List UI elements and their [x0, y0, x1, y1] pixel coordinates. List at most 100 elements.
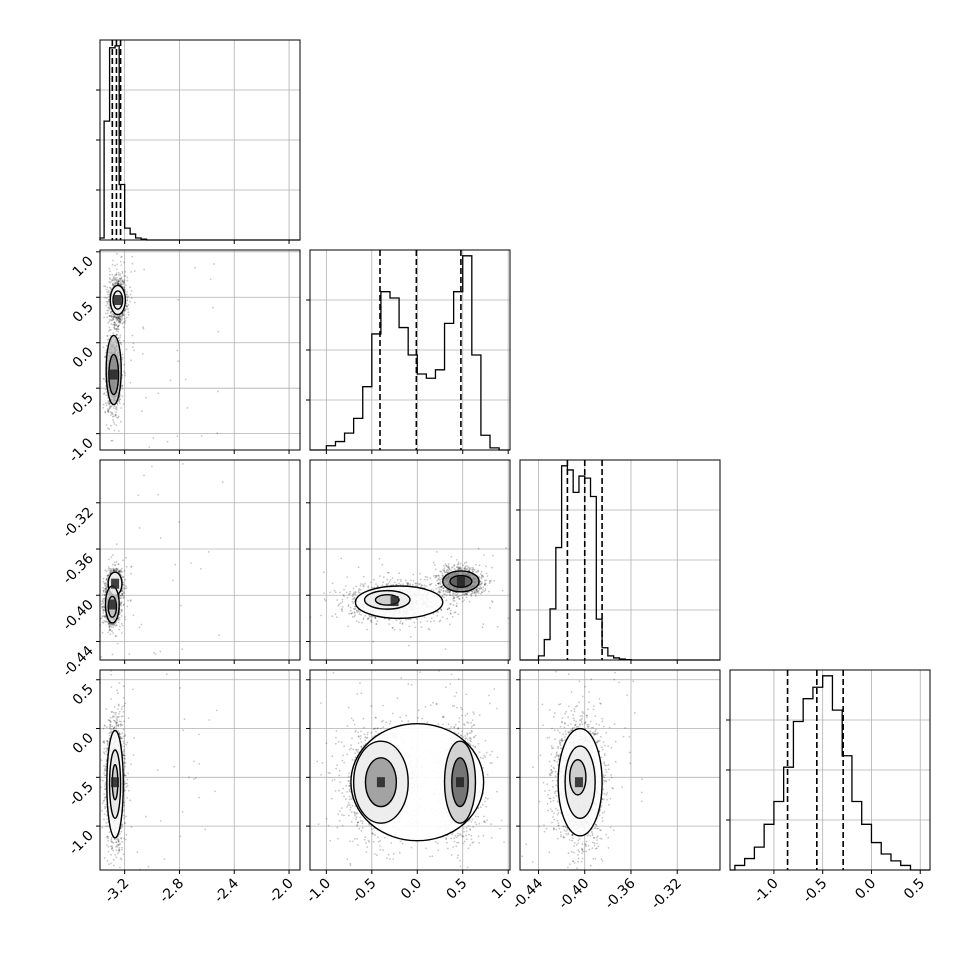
scatter-point: [113, 276, 116, 279]
scatter-point: [109, 287, 112, 289]
scatter-point: [102, 611, 105, 614]
scatter-point: [341, 610, 344, 612]
scatter-point: [107, 568, 110, 570]
scatter-point: [108, 326, 111, 329]
scatter-point: [126, 305, 129, 308]
scatter-point: [117, 283, 120, 285]
scatter-point: [142, 327, 145, 330]
scatter-point: [109, 270, 111, 273]
scatter-point: [355, 610, 358, 612]
scatter-point: [419, 578, 422, 581]
scatter-point: [121, 315, 123, 318]
scatter-point: [121, 314, 124, 317]
scatter-point: [113, 624, 116, 626]
scatter-point: [93, 414, 95, 416]
scatter-point: [117, 273, 120, 276]
scatter-point: [176, 435, 179, 437]
scatter-point: [107, 624, 110, 626]
scatter-point: [115, 624, 118, 627]
scatter-point: [116, 318, 119, 320]
scatter-point: [115, 268, 118, 271]
scatter-point: [221, 481, 224, 484]
scatter-point: [118, 315, 121, 317]
scatter-point: [110, 315, 113, 318]
scatter-point: [104, 388, 107, 391]
scatter-point: [113, 323, 116, 326]
scatter-point: [103, 393, 105, 395]
scatter-point: [122, 286, 125, 289]
histogram-step: [99, 45, 300, 241]
scatter-point: [424, 575, 427, 578]
scatter-point: [103, 582, 106, 585]
scatter-point: [116, 642, 119, 645]
scatter-point: [118, 398, 121, 400]
scatter-point: [115, 316, 117, 318]
scatter-point: [118, 320, 121, 322]
scatter-point: [117, 320, 120, 323]
scatter-point: [470, 567, 472, 569]
scatter-point: [429, 583, 431, 586]
scatter-point: [109, 628, 111, 630]
scatter-point: [108, 281, 111, 283]
scatter-point: [331, 582, 334, 585]
scatter-point: [466, 593, 468, 595]
histogram-step: [730, 675, 930, 871]
scatter-point: [113, 328, 116, 330]
scatter-point: [110, 411, 113, 414]
scatter-point: [123, 588, 126, 590]
scatter-point: [446, 608, 449, 611]
scatter-point: [121, 282, 123, 285]
scatter-point: [113, 405, 116, 407]
scatter-point: [113, 569, 116, 572]
scatter-point: [353, 608, 356, 610]
scatter-point: [114, 277, 117, 280]
scatter-point: [329, 591, 332, 594]
scatter-point: [112, 569, 115, 572]
scatter-point: [112, 421, 115, 424]
scatter-point: [103, 616, 106, 618]
scatter-point: [117, 283, 120, 286]
scatter-point: [113, 569, 115, 572]
scatter-point: [116, 277, 118, 279]
scatter-point: [126, 276, 129, 279]
scatter-point: [117, 316, 120, 319]
scatter-point: [157, 392, 160, 395]
scatter-point: [369, 581, 372, 584]
scatter-point: [113, 326, 116, 329]
scatter-point: [121, 353, 124, 356]
scatter-point: [115, 411, 117, 414]
scatter-point: [119, 569, 122, 571]
scatter-point: [109, 624, 112, 627]
scatter-point: [101, 600, 104, 603]
scatter-point: [105, 588, 107, 590]
scatter-point: [125, 307, 127, 310]
scatter-point: [104, 615, 107, 618]
scatter-point: [104, 356, 106, 359]
scatter-point: [109, 312, 112, 315]
scatter-point: [118, 611, 121, 614]
scatter-point: [108, 629, 111, 632]
scatter-point: [119, 282, 122, 285]
scatter-point: [110, 288, 112, 291]
scatter-point: [115, 408, 118, 411]
scatter-point: [113, 278, 116, 281]
scatter-point: [347, 604, 350, 606]
scatter-point: [116, 316, 118, 319]
scatter-point: [121, 384, 123, 387]
scatter-point: [114, 283, 117, 286]
scatter-point: [102, 580, 105, 583]
scatter-point: [123, 570, 126, 572]
scatter-point: [126, 299, 129, 302]
scatter-point: [143, 474, 145, 477]
y-tick-label: -0.44: [60, 643, 97, 680]
scatter-point: [102, 609, 105, 611]
scatter-point: [121, 280, 124, 283]
scatter-point: [117, 325, 119, 328]
scatter-point: [108, 622, 110, 624]
scatter-point: [102, 577, 105, 580]
scatter-point: [124, 618, 127, 621]
scatter-point: [106, 586, 108, 588]
scatter-point: [119, 322, 122, 325]
scatter-point: [103, 615, 106, 618]
scatter-point: [370, 615, 372, 618]
